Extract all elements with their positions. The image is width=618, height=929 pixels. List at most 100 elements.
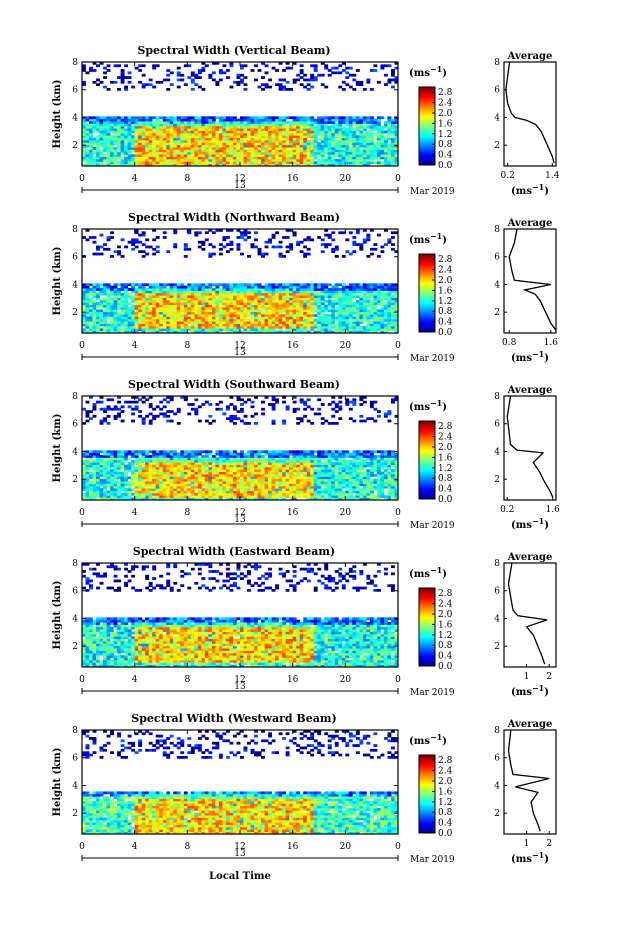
heatmap-cell [131,125,136,129]
heatmap-cell [183,307,188,310]
heatmap-cell [117,154,122,157]
heatmap-cell [82,321,86,324]
heatmap-cell [373,299,378,303]
heatmap-cell [222,128,227,131]
heatmap-cell [247,142,251,146]
heatmap-cell [162,478,167,482]
heatmap-cell [240,142,244,146]
heatmap-cell [390,288,395,291]
heatmap-cell [348,316,353,320]
heatmap-cell [261,130,265,134]
heatmap-cell [201,318,206,322]
heatmap-cell [369,299,374,303]
heatmap-cell [173,135,178,139]
heatmap-cell [292,163,297,167]
heatmap-cell [327,243,332,246]
heatmap-cell [194,147,199,150]
heatmap-cell [243,314,248,317]
heatmap-cell [183,123,188,127]
heatmap-cell [187,292,192,296]
heatmap-cell [194,299,199,303]
heatmap-cell [313,151,318,155]
heatmap-cell [331,151,336,155]
colorbar-segment [419,157,435,159]
heatmap-cell [247,285,251,289]
heatmap-cell [257,288,262,291]
heatmap-cell [120,292,125,296]
heatmap-cell [166,297,171,301]
heatmap-cell [89,452,93,456]
heatmap-cell [369,118,374,122]
heatmap-cell [176,161,181,165]
heatmap-cell [324,132,329,136]
heatmap-cell [169,307,174,310]
heatmap-cell [180,314,185,317]
heatmap-cell [134,474,139,477]
heatmap-cell [141,130,146,134]
heatmap-cell [127,462,132,465]
heatmap-cell [373,311,378,315]
heatmap-cell [240,137,244,141]
heatmap-cell [366,233,371,237]
heatmap-cell [250,161,255,165]
heatmap-cell [127,147,132,150]
heatmap-cell [383,64,388,68]
heatmap-cell [268,161,272,165]
heatmap-cell [303,149,308,153]
heatmap-cell [275,151,280,155]
heatmap-cell [162,163,167,167]
heatmap-cell [261,318,265,322]
heatmap-cell [159,135,164,139]
heatmap-cell [243,118,248,122]
heatmap-cell [113,140,118,143]
heatmap-cell [218,118,223,122]
x-tick-label: 4 [132,174,138,184]
heatmap-cell [229,307,234,310]
heatmap-cell [131,481,136,484]
heatmap-cell [92,450,97,454]
heatmap-cell [331,285,336,289]
heatmap-cell [148,464,153,468]
heatmap-cell [89,309,93,313]
heatmap-cell [317,144,322,148]
heatmap-cell [306,83,311,87]
heatmap-cell [310,321,315,324]
heatmap-cell [169,288,174,291]
heatmap-cell [373,64,378,68]
heatmap-cell [324,140,329,143]
heatmap-cell [148,125,153,129]
heatmap-cell [215,229,220,232]
heatmap-cell [229,163,234,167]
heatmap-cell [345,128,350,131]
heatmap-cell [359,328,364,332]
heatmap-cell [236,83,241,87]
heatmap-cell [285,163,290,167]
heatmap-cell [390,318,395,322]
heatmap-cell [110,481,114,484]
heatmap-cell [229,137,234,141]
heatmap-cell [373,321,378,324]
heatmap-cell [89,497,93,501]
heatmap-cell [387,299,392,303]
heatmap-cell [240,125,244,129]
heatmap-cell [103,247,107,251]
heatmap-cell [225,288,230,291]
heatmap-cell [390,118,395,122]
heatmap-cell [155,116,160,120]
heatmap-cell [327,125,332,129]
heatmap-cell [320,161,325,165]
heatmap-cell [394,307,399,310]
heatmap-cell [148,151,153,155]
heatmap-cell [222,328,227,332]
heatmap-cell [173,147,178,150]
heatmap-cell [166,464,171,468]
heatmap-cell [366,316,371,320]
heatmap-cell [190,78,195,82]
heatmap-cell [218,229,223,232]
heatmap-cell [169,295,174,298]
heatmap-cell [152,474,157,477]
heatmap-cell [176,125,181,129]
heatmap-cell [187,304,192,308]
heatmap-cell [257,130,262,134]
heatmap-cell [362,147,367,150]
